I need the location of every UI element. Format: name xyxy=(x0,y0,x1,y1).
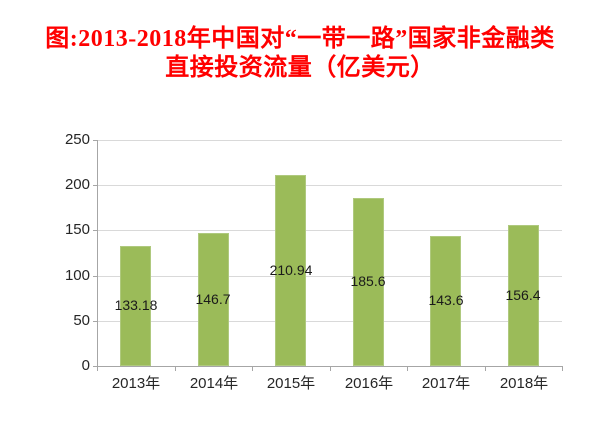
x-axis-tick-0 xyxy=(97,367,98,371)
y-axis-label-250: 250 xyxy=(64,131,90,148)
y-axis-label-100: 100 xyxy=(64,267,90,284)
bar-value-label-2017年: 143.6 xyxy=(428,292,464,308)
bar-value-label-2015年: 210.94 xyxy=(269,262,313,278)
bar-value-label-2016年: 185.6 xyxy=(350,273,386,289)
bar-value-label-2013年: 133.18 xyxy=(114,297,158,313)
bar-2014年 xyxy=(198,233,229,366)
bar-2016年 xyxy=(353,198,384,366)
gridline-100 xyxy=(97,276,562,277)
bar-value-label-2014年: 146.7 xyxy=(195,291,231,307)
chart-title: 图:2013-2018年中国对“一带一路”国家非金融类 直接投资流量（亿美元） xyxy=(0,25,600,83)
x-axis-label-2015年: 2015年 xyxy=(266,375,316,392)
x-axis-tick-4 xyxy=(407,367,408,371)
x-axis-label-2014年: 2014年 xyxy=(189,375,239,392)
bar-value-label-2018年: 156.4 xyxy=(505,287,541,303)
chart-title-line-2: 直接投资流量（亿美元） xyxy=(165,55,435,81)
x-axis-label-2018年: 2018年 xyxy=(499,375,549,392)
x-axis-tick-6 xyxy=(562,367,563,371)
chart-title-line-1: 图:2013-2018年中国对“一带一路”国家非金融类 xyxy=(45,26,555,52)
x-axis-line xyxy=(97,366,563,367)
bar-2013年 xyxy=(120,246,151,366)
gridline-150 xyxy=(97,230,562,231)
y-axis-line xyxy=(97,140,98,366)
gridline-50 xyxy=(97,321,562,322)
y-axis-tick-200 xyxy=(93,185,97,186)
y-axis-tick-150 xyxy=(93,230,97,231)
y-axis-tick-0 xyxy=(93,366,97,367)
y-axis-label-150: 150 xyxy=(64,221,90,238)
x-axis-tick-1 xyxy=(175,367,176,371)
x-axis-label-2016年: 2016年 xyxy=(344,375,394,392)
y-axis-label-50: 50 xyxy=(73,312,90,329)
y-axis-label-0: 0 xyxy=(81,357,90,374)
y-axis-tick-50 xyxy=(93,321,97,322)
x-axis-tick-2 xyxy=(252,367,253,371)
gridline-250 xyxy=(97,140,562,141)
x-axis-label-2013年: 2013年 xyxy=(111,375,161,392)
x-axis-tick-5 xyxy=(485,367,486,371)
bar-2015年 xyxy=(275,175,306,366)
bar-2018年 xyxy=(508,225,539,366)
bar-2017年 xyxy=(430,236,461,366)
gridline-200 xyxy=(97,185,562,186)
y-axis-tick-100 xyxy=(93,276,97,277)
x-axis-label-2017年: 2017年 xyxy=(421,375,471,392)
x-axis-tick-3 xyxy=(330,367,331,371)
y-axis-tick-250 xyxy=(93,140,97,141)
y-axis-label-200: 200 xyxy=(64,176,90,193)
